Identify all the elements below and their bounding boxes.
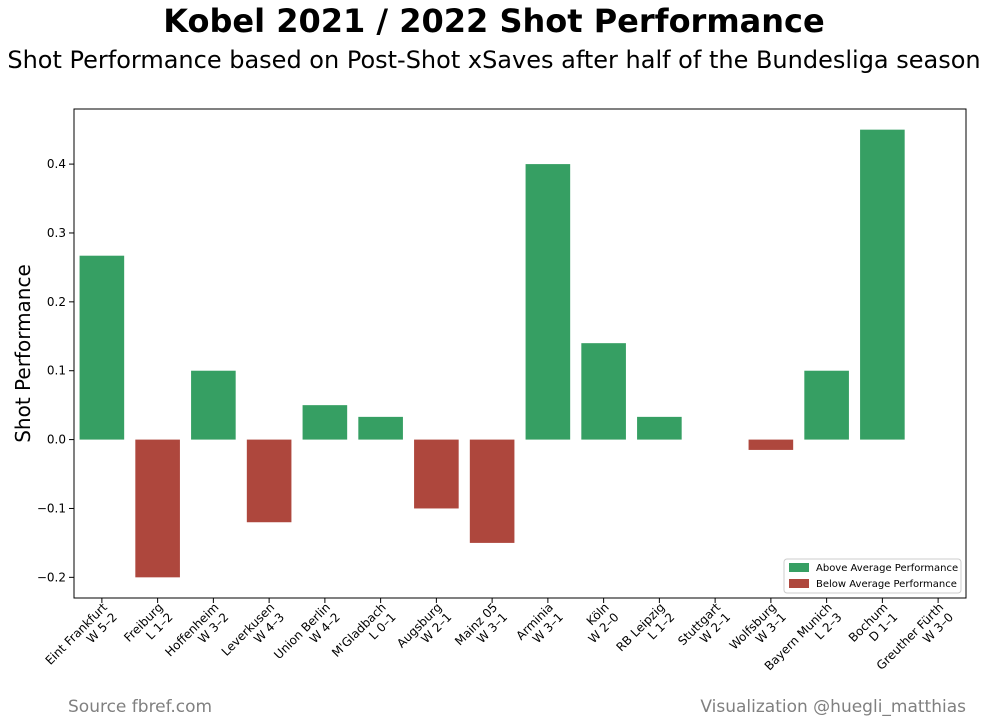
x-tick-label: Mainz 05W 3–1 — [452, 600, 510, 648]
bar — [637, 416, 682, 440]
legend-label: Below Average Performance — [816, 579, 957, 590]
bar — [246, 439, 292, 523]
y-tick-label: 0.2 — [47, 295, 66, 309]
bar — [860, 129, 905, 440]
y-axis-label: Shot Performance — [11, 264, 35, 443]
bar — [302, 405, 348, 440]
bar — [804, 370, 849, 440]
credit-note: Visualization @huegli_matthias — [700, 697, 966, 717]
y-tick-label: −0.2 — [37, 570, 66, 584]
legend-box — [783, 558, 962, 594]
bar — [581, 343, 626, 440]
y-tick-label: 0.0 — [47, 433, 66, 447]
bar — [135, 439, 180, 578]
legend-label: Above Average Performance — [816, 563, 958, 574]
bar — [414, 439, 459, 509]
y-tick-label: −0.1 — [37, 501, 66, 515]
bar — [79, 255, 125, 440]
bar — [191, 370, 236, 440]
y-tick-label: 0.3 — [47, 226, 66, 240]
bar — [525, 164, 571, 440]
bar — [748, 439, 794, 450]
legend-swatch — [789, 563, 809, 572]
source-note: Source fbref.com — [68, 697, 213, 717]
bar — [469, 439, 515, 543]
y-tick-label: 0.4 — [47, 157, 66, 171]
chart-title: Kobel 2021 / 2022 Shot Performance — [163, 2, 825, 40]
chart-subtitle: Shot Performance based on Post-Shot xSav… — [7, 46, 981, 74]
plot-frame — [73, 108, 967, 599]
legend: Above Average Performance Below Average P… — [783, 558, 962, 594]
bar — [358, 416, 403, 440]
y-tick-label: 0.1 — [47, 364, 66, 378]
legend-swatch — [789, 579, 809, 588]
